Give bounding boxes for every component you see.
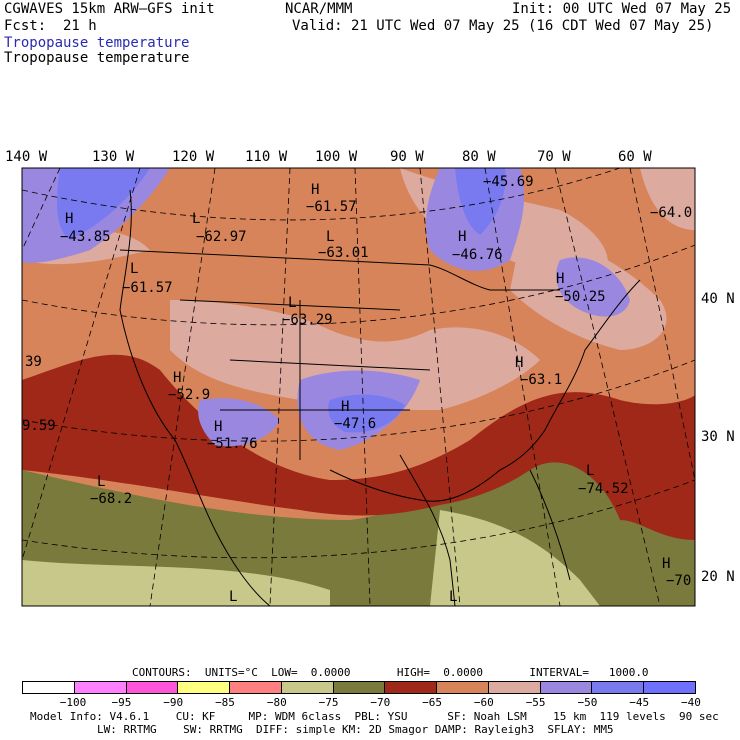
- map-marker-value: −68.2: [90, 491, 133, 507]
- map-marker-value: −61.57: [306, 199, 357, 215]
- map-marker-value: −70: [666, 573, 692, 589]
- lat-label-30n: 30 N: [701, 429, 735, 445]
- map-marker-value: −62.97: [196, 229, 247, 245]
- map-marker-value: −46.76: [452, 247, 503, 263]
- map-marker-symbol: L: [586, 463, 595, 479]
- graticule: [22, 168, 695, 606]
- field-title-contour: Tropopause temperature: [4, 50, 190, 66]
- field-title-shaded: Tropopause temperature: [4, 35, 190, 51]
- colorbar-label: −100: [59, 696, 87, 709]
- map-marker-symbol: L: [449, 589, 458, 605]
- map-marker-value: −50.25: [555, 289, 606, 305]
- map-marker-symbol: H: [311, 182, 320, 198]
- map-marker-symbol: L: [326, 229, 335, 245]
- colorbar-swatch: [22, 681, 75, 694]
- map-marker-symbol: L: [192, 211, 201, 227]
- lon-label-130w: 130 W: [92, 149, 135, 165]
- lon-label-70w: 70 W: [537, 149, 571, 165]
- lat-label-20n: 20 N: [701, 569, 735, 585]
- map-marker-value: −64.0: [650, 205, 693, 221]
- map-marker-value: −51.76: [207, 436, 258, 452]
- map-marker-symbol: H: [173, 370, 182, 386]
- colorbar-swatch: [73, 681, 127, 694]
- colorbar-swatch: [177, 681, 231, 694]
- map-frame: [21, 167, 696, 607]
- boundaries: [119, 189, 641, 606]
- temperature-shading: [22, 168, 695, 606]
- colorbar-label: −80: [266, 696, 287, 709]
- map-marker-value: 39: [25, 354, 42, 370]
- contours-info: CONTOURS: UNITS=°C LOW= 0.0000 HIGH= 0.0…: [132, 666, 649, 679]
- map-marker-value: −52.9: [168, 387, 211, 403]
- map-marker-symbol: L: [229, 589, 238, 605]
- map-marker-value: −45.69: [483, 174, 534, 190]
- map-marker-symbol: H: [515, 355, 524, 371]
- map-marker-symbol: L: [97, 474, 106, 490]
- map-marker-symbol: H: [662, 556, 671, 572]
- map-marker-value: −63.01: [318, 245, 369, 261]
- map-marker-value: −61.57: [122, 280, 173, 296]
- colorbar-label: −70: [370, 696, 391, 709]
- forecast-label: Fcst:: [4, 18, 47, 34]
- lon-label-60w: 60 W: [618, 149, 652, 165]
- colorbar-swatch: [643, 681, 696, 694]
- colorbar-swatch: [591, 681, 645, 694]
- colorbar-label: −75: [318, 696, 339, 709]
- colorbar-swatch: [436, 681, 489, 694]
- map-marker-value: −74.52: [578, 481, 629, 497]
- map-marker-value: −47.6: [334, 416, 377, 432]
- model-title: CGWAVES 15km ARW–GFS init: [4, 1, 215, 17]
- colorbar-label: −60: [473, 696, 494, 709]
- colorbar-swatch: [229, 681, 282, 694]
- lon-label-80w: 80 W: [462, 149, 496, 165]
- init-time: Init: 00 UTC Wed 07 May 25: [512, 1, 732, 17]
- map-marker-value: 9.59: [22, 418, 56, 434]
- colorbar-label: −55: [525, 696, 546, 709]
- map-marker-symbol: H: [556, 271, 565, 287]
- lat-label-40n: 40 N: [701, 291, 735, 307]
- map-marker-symbol: L: [130, 261, 139, 277]
- colorbar-swatch: [384, 681, 438, 694]
- colorbar-swatch: [539, 681, 593, 694]
- colorbar-label: −40: [681, 696, 701, 709]
- map-marker-symbol: L: [288, 295, 297, 311]
- model-info-line2: LW: RRTMG SW: RRTMG DIFF: simple KM: 2D …: [97, 723, 614, 736]
- colorbar-label: −95: [111, 696, 132, 709]
- colorbar-swatch: [125, 681, 179, 694]
- colorbar-swatch: [487, 681, 541, 694]
- map-marker-symbol: H: [458, 229, 467, 245]
- colorbar-swatch: [280, 681, 334, 694]
- organization: NCAR/MMM: [285, 1, 353, 17]
- map-marker-value: −63.1: [520, 372, 563, 388]
- lon-label-110w: 110 W: [245, 149, 288, 165]
- model-info-line1: Model Info: V4.6.1 CU: KF MP: WDM 6class…: [30, 710, 719, 723]
- map-marker-symbol: H: [341, 399, 350, 415]
- map-marker-value: −63.29: [282, 312, 333, 328]
- lon-label-120w: 120 W: [172, 149, 215, 165]
- map-marker-value: −43.85: [60, 229, 111, 245]
- colorbar-swatch: [332, 681, 386, 694]
- colorbar-label: −50: [577, 696, 598, 709]
- colorbar-label: −65: [422, 696, 443, 709]
- lon-label-90w: 90 W: [390, 149, 424, 165]
- map-marker-symbol: H: [65, 211, 74, 227]
- map-marker-symbol: H: [214, 419, 223, 435]
- colorbar-label: −85: [215, 696, 235, 709]
- lon-label-140w: 140 W: [5, 149, 48, 165]
- lon-label-100w: 100 W: [315, 149, 358, 165]
- colorbar-label: −90: [163, 696, 184, 709]
- forecast-hour: 21 h: [63, 18, 97, 34]
- colorbar-label: −45: [629, 696, 650, 709]
- valid-time: Valid: 21 UTC Wed 07 May 25 (16 CDT Wed …: [292, 18, 714, 34]
